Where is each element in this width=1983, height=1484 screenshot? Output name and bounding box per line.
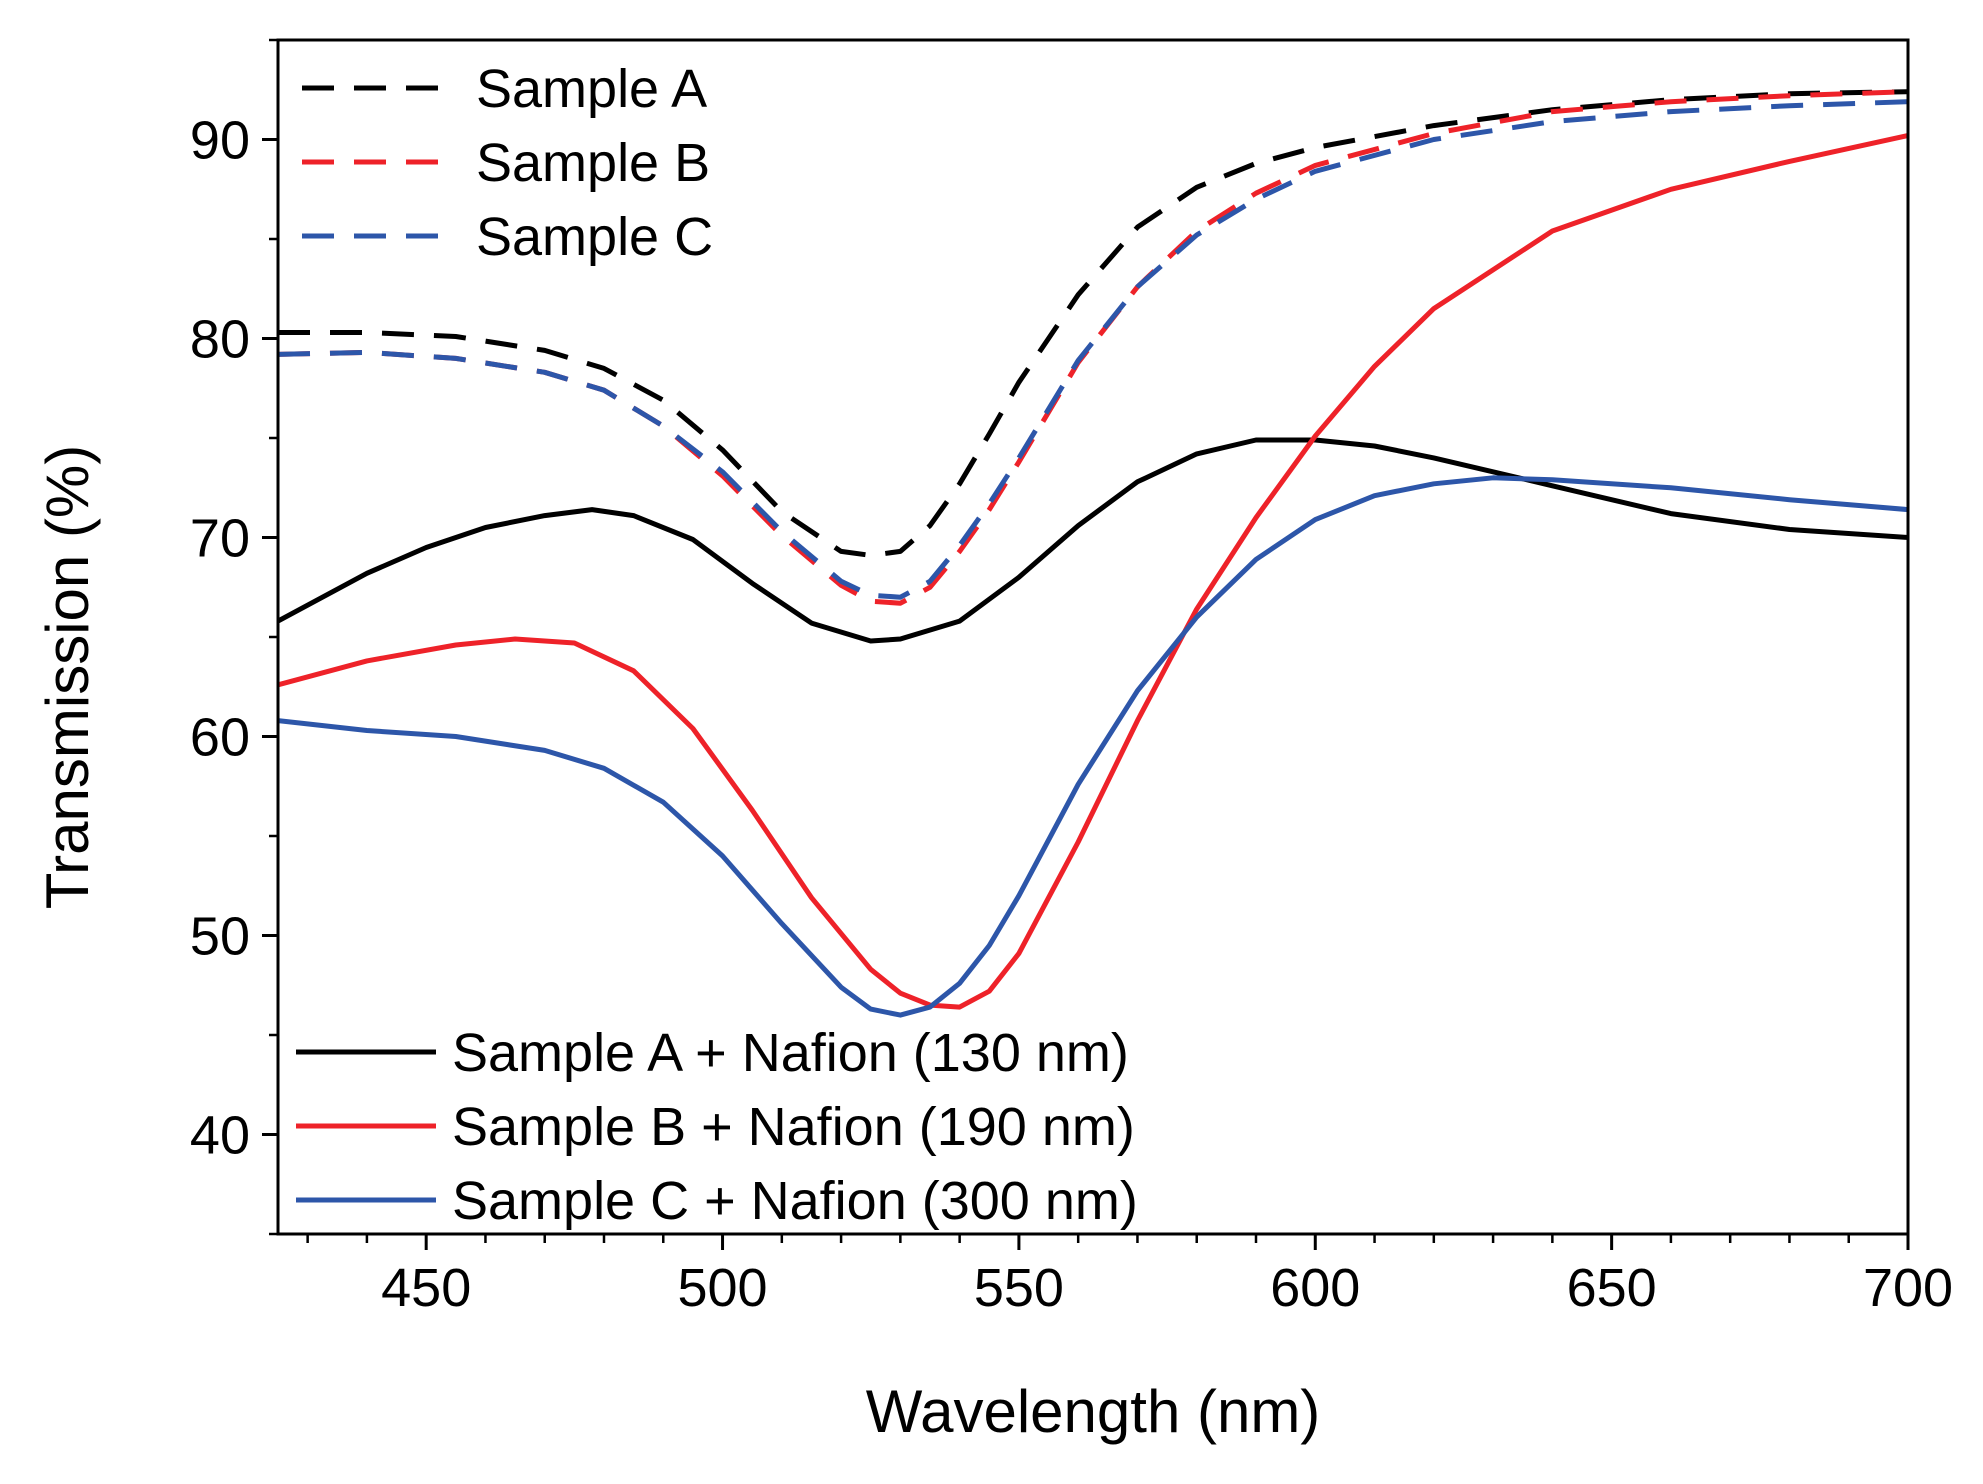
legend-item-sample-a: Sample A	[302, 59, 707, 119]
series-layer	[278, 89, 1908, 1018]
series-line-sample-b-nafion-190-nm	[278, 133, 1908, 1010]
legend-label: Sample A + Nafion (130 nm)	[452, 1023, 1129, 1083]
y-tick-label: 90	[190, 111, 250, 171]
legend-label: Sample B + Nafion (190 nm)	[452, 1097, 1135, 1157]
legend-label: Sample B	[476, 133, 710, 193]
series-line-sample-c-nafion-300-nm	[278, 475, 1908, 1018]
x-tick-label: 450	[381, 1258, 471, 1318]
y-axis-title: Transmission (%)	[34, 445, 101, 910]
x-tick-label: 500	[677, 1258, 767, 1318]
y-tick-label: 40	[190, 1106, 250, 1166]
x-axis-title: Wavelength (nm)	[866, 1378, 1321, 1445]
legend-item-sample-b: Sample B	[302, 133, 710, 193]
legend-label: Sample A	[476, 59, 707, 119]
y-tick-label: 70	[190, 509, 250, 569]
y-tick-label: 50	[190, 907, 250, 967]
series-line-sample-c	[278, 99, 1908, 600]
legend-label: Sample C	[476, 207, 713, 267]
legend-item-sample-a-nafion-130-nm: Sample A + Nafion (130 nm)	[296, 1023, 1129, 1083]
ticks-layer: 450 500 550 600 650 700 40 50 60 70 80 90	[190, 38, 1953, 1318]
legend-label: Sample C + Nafion (300 nm)	[452, 1171, 1138, 1231]
legend-layer: Sample A Sample B Sample C Sample A + Nafio…	[296, 59, 1138, 1231]
y-tick-label: 60	[190, 708, 250, 768]
x-tick-label: 700	[1863, 1258, 1953, 1318]
series-line-sample-a-nafion-130-nm	[278, 437, 1908, 644]
legend-item-sample-c-nafion-300-nm: Sample C + Nafion (300 nm)	[296, 1171, 1138, 1231]
series-line-sample-a	[278, 89, 1908, 558]
legend-item-sample-c: Sample C	[302, 207, 713, 267]
legend-item-sample-b-nafion-190-nm: Sample B + Nafion (190 nm)	[296, 1097, 1135, 1157]
x-tick-label: 600	[1270, 1258, 1360, 1318]
y-tick-label: 80	[190, 310, 250, 370]
x-tick-label: 650	[1567, 1258, 1657, 1318]
x-tick-label: 550	[974, 1258, 1064, 1318]
